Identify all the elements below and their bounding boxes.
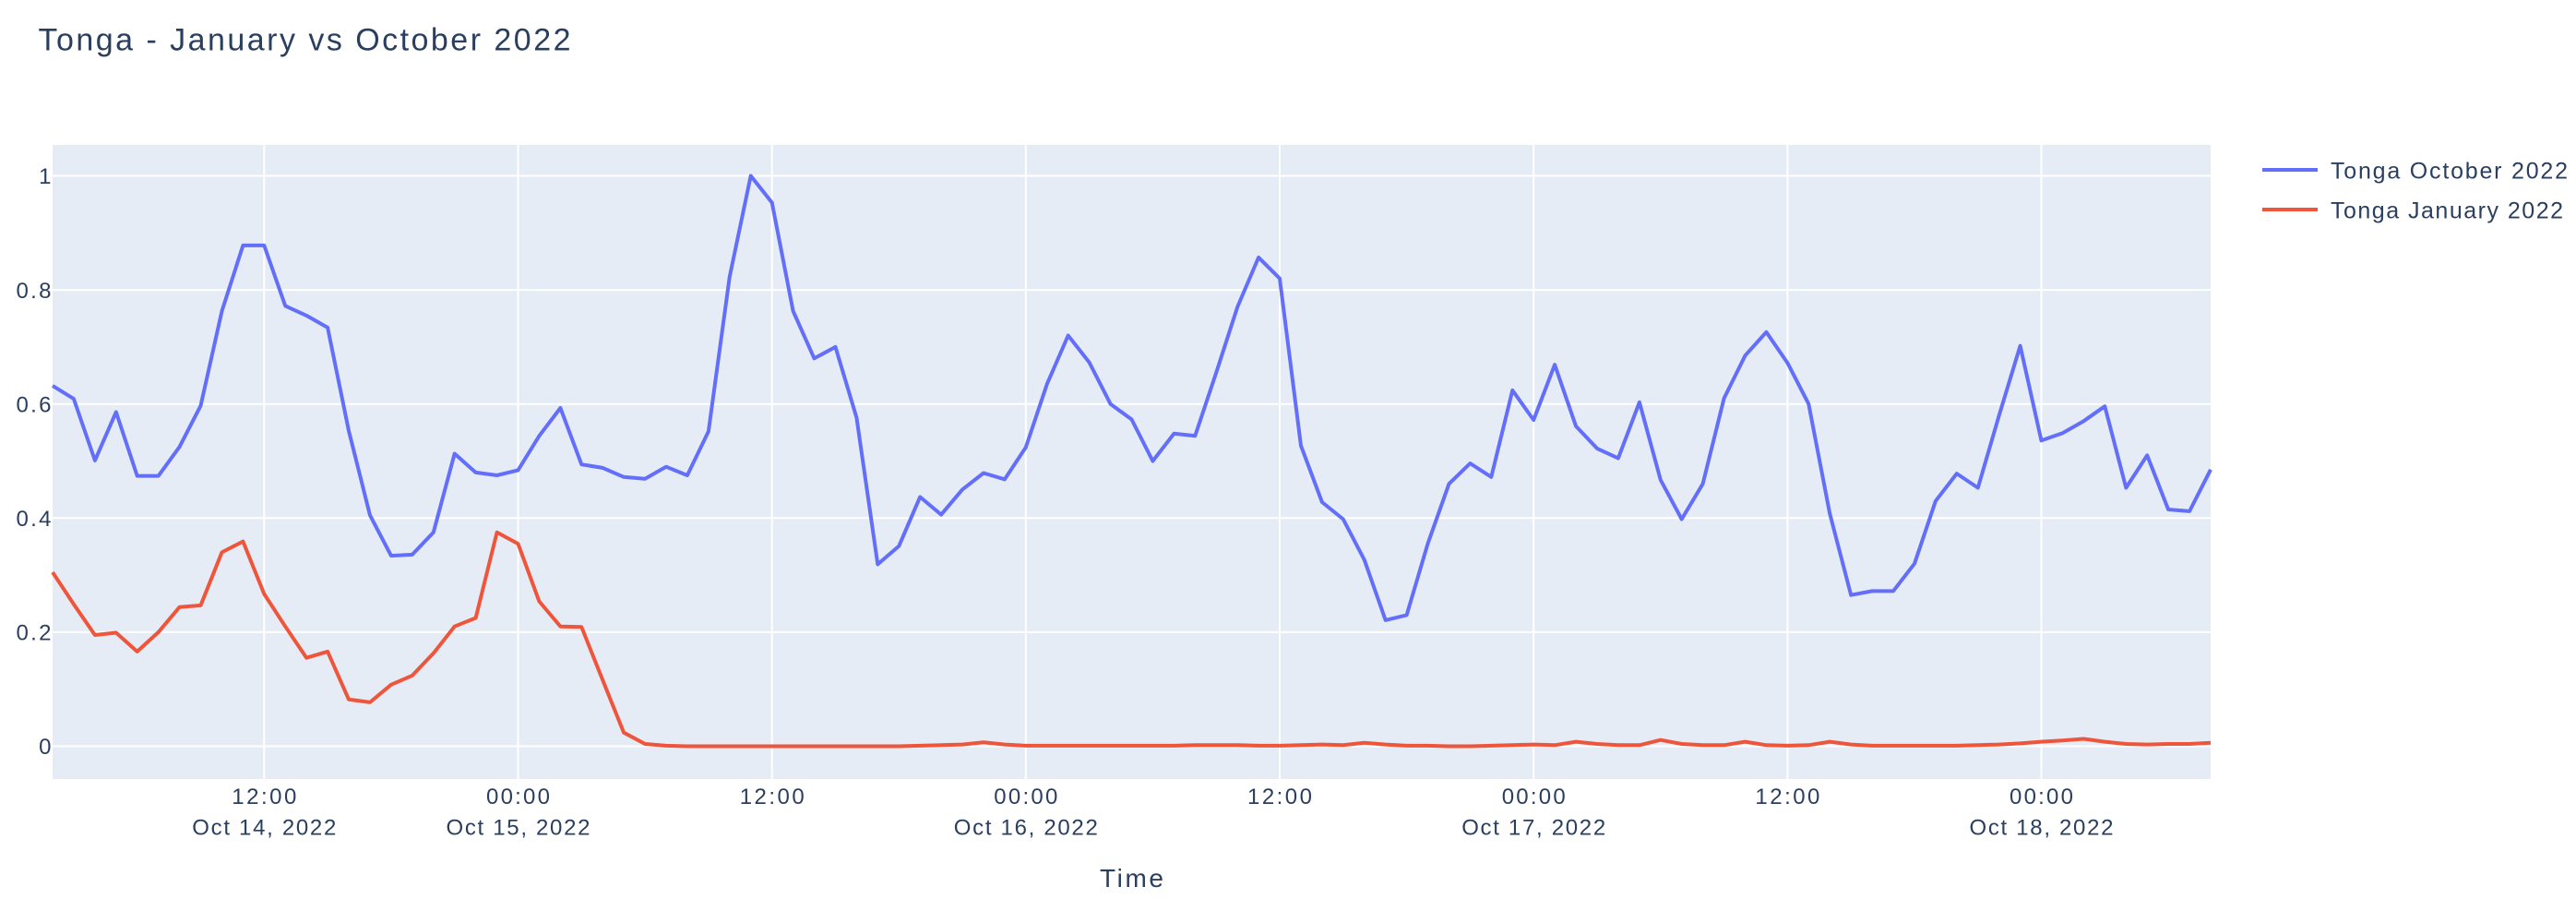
svg-text:12:00: 12:00 bbox=[1247, 785, 1312, 809]
svg-text:Time: Time bbox=[1100, 864, 1163, 893]
svg-text:0.4: 0.4 bbox=[17, 507, 52, 532]
svg-text:00:00: 00:00 bbox=[486, 785, 550, 809]
svg-text:Oct 15, 2022: Oct 15, 2022 bbox=[447, 816, 590, 841]
svg-text:Oct 14, 2022: Oct 14, 2022 bbox=[192, 816, 336, 841]
svg-text:00:00: 00:00 bbox=[1502, 785, 1566, 809]
svg-text:Oct 16, 2022: Oct 16, 2022 bbox=[954, 816, 1098, 841]
svg-text:12:00: 12:00 bbox=[1755, 785, 1819, 809]
svg-text:1: 1 bbox=[39, 164, 51, 189]
svg-text:00:00: 00:00 bbox=[994, 785, 1057, 809]
svg-text:12:00: 12:00 bbox=[232, 785, 296, 809]
svg-text:0.6: 0.6 bbox=[17, 392, 52, 417]
svg-text:Tonga January 2022: Tonga January 2022 bbox=[2331, 198, 2563, 223]
svg-text:Tonga - January vs October 202: Tonga - January vs October 2022 bbox=[39, 23, 571, 58]
svg-text:0.8: 0.8 bbox=[17, 279, 52, 304]
svg-text:Tonga October 2022: Tonga October 2022 bbox=[2331, 158, 2568, 184]
svg-text:Oct 18, 2022: Oct 18, 2022 bbox=[1970, 816, 2114, 841]
svg-text:12:00: 12:00 bbox=[740, 785, 805, 809]
svg-text:0.2: 0.2 bbox=[17, 621, 52, 646]
svg-text:Oct 17, 2022: Oct 17, 2022 bbox=[1461, 816, 1605, 841]
svg-text:0: 0 bbox=[39, 735, 51, 760]
svg-text:00:00: 00:00 bbox=[2010, 785, 2073, 809]
